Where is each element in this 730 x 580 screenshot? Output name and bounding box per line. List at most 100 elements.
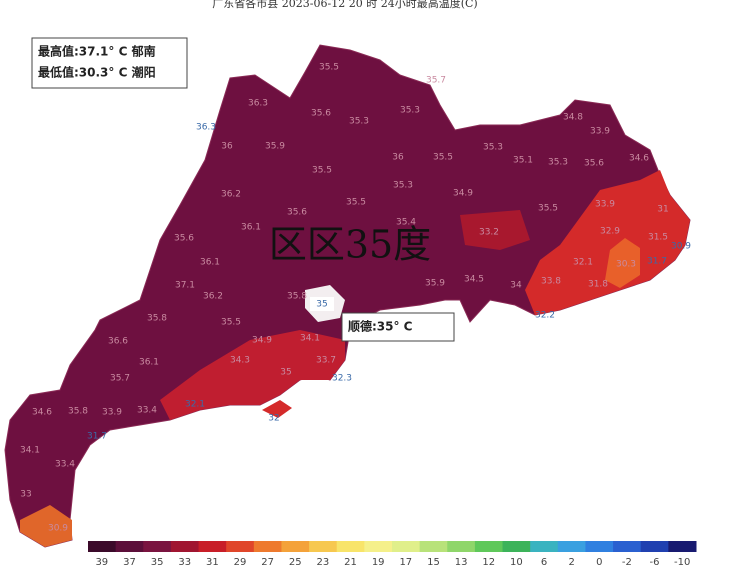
colorbar-swatch [198, 541, 227, 552]
station-value: 32.3 [332, 374, 352, 384]
annotation: 区区35度 [269, 223, 431, 267]
colorbar-swatch [613, 541, 642, 552]
station-value: 34.1 [300, 334, 320, 344]
colorbar-swatch [392, 541, 421, 552]
colorbar-label: 39 [95, 557, 108, 568]
station-value: 34.9 [252, 336, 272, 346]
station-value: 32.2 [535, 311, 555, 321]
station-value: 35.3 [393, 181, 413, 191]
colorbar-label: 27 [261, 557, 274, 568]
max-value: 最高值:37.1° C 郁南 [38, 44, 156, 59]
station-value: 33.4 [55, 460, 75, 470]
station-value: 34.9 [453, 189, 473, 199]
station-value: 34.6 [32, 408, 52, 418]
colorbar-label: 25 [289, 557, 302, 568]
colorbar-swatch [115, 541, 144, 552]
station-value: 33 [20, 490, 31, 500]
station-value: 35.5 [433, 153, 453, 163]
colorbar-label: 37 [123, 557, 136, 568]
station-value: 35.6 [584, 159, 604, 169]
station-value: 36.2 [221, 190, 241, 200]
station-value: 34.3 [230, 356, 250, 366]
colorbar-swatch [226, 541, 255, 552]
station-value: 32.1 [185, 400, 205, 410]
colorbar-label: -10 [674, 557, 690, 568]
colorbar-label: 35 [151, 557, 164, 568]
info-box [31, 37, 188, 89]
colorbar-label: 17 [399, 557, 412, 568]
station-value: 31.7 [647, 257, 667, 267]
station-value: 33.9 [102, 408, 122, 418]
colorbar-swatch [364, 541, 393, 552]
station-value: 35.7 [426, 76, 446, 86]
station-labels: 35.5 35.7 36.3 36.3 35.6 35.3 35.3 36 35.9 36 35.5… [20, 63, 691, 534]
station-value: 32.1 [573, 258, 593, 268]
station-value: 35.4 [396, 218, 416, 228]
station-value: 35.5 [312, 166, 332, 176]
station-value: 35.3 [349, 117, 369, 127]
colorbar-label: 15 [427, 557, 440, 568]
station-value: 34.8 [563, 113, 583, 123]
colorbar-swatch [309, 541, 338, 552]
colorbar-label: 2 [568, 557, 574, 568]
colorbar-label: 12 [482, 557, 495, 568]
callout-label: 顺德:35° C [348, 319, 413, 334]
colorbar-label: 10 [510, 557, 523, 568]
warm-zone-mid [460, 210, 530, 250]
station-value: 35.8 [287, 292, 307, 302]
colorbar-label: 19 [372, 557, 385, 568]
station-value: 35 [280, 368, 291, 378]
station-value: 33.7 [316, 356, 336, 366]
station-value: 33.9 [590, 127, 610, 137]
colorbar-label: 29 [234, 557, 247, 568]
station-value: 34.6 [629, 154, 649, 164]
colorbar-swatch [640, 541, 669, 552]
colorbar-swatch [557, 541, 586, 552]
colorbar-swatch [419, 541, 448, 552]
station-value: 32.9 [600, 227, 620, 237]
station-value: 35.5 [538, 204, 558, 214]
station-value: 35.3 [483, 143, 503, 153]
colorbar-label: 31 [206, 557, 219, 568]
station-value: 31.8 [588, 280, 608, 290]
colorbar-swatch [143, 541, 172, 552]
station-value: 36.1 [139, 358, 159, 368]
station-value: 36.1 [241, 223, 261, 233]
colorbar-swatch [585, 541, 614, 552]
station-value: 33.2 [479, 228, 499, 238]
callout-point-bg [310, 297, 334, 311]
colorbar-label: -2 [622, 557, 632, 568]
station-value: 31 [657, 205, 668, 215]
station-value: 35.6 [174, 234, 194, 244]
station-value: 35.5 [221, 318, 241, 328]
colorbar-swatch [336, 541, 365, 552]
station-value: 35.8 [147, 314, 167, 324]
colorbar-label: 21 [344, 557, 357, 568]
colorbar-swatch [170, 541, 200, 552]
station-value: 35.1 [513, 156, 533, 166]
min-value: 最低值:30.3° C 潮阳 [38, 65, 156, 80]
station-value: 36.3 [248, 99, 268, 109]
station-value: 35.8 [68, 407, 88, 417]
station-value: 30.9 [48, 524, 68, 534]
colorbar-label: 13 [455, 557, 468, 568]
station-value: 35.3 [548, 158, 568, 168]
station-value: 30.3 [616, 260, 636, 270]
station-value: 35.7 [110, 374, 130, 384]
warm-zone-east [525, 170, 690, 315]
station-value: 34.1 [20, 446, 40, 456]
station-value: 35.9 [265, 142, 285, 152]
warm-zone-south [160, 330, 345, 420]
island [262, 400, 292, 418]
station-value: 35.5 [319, 63, 339, 73]
title: 广东省各市县 2023-06-12 20 时 24小时最高温度(C) [212, 0, 477, 10]
colorbar-swatch [88, 541, 117, 552]
station-value: 36.6 [108, 337, 128, 347]
station-value: 35.5 [346, 198, 366, 208]
callout-point: 35 [316, 300, 327, 310]
station-value: 34.5 [464, 275, 484, 285]
station-value: 34 [510, 281, 522, 291]
colorbar-swatch [474, 541, 504, 552]
station-value: 35.6 [287, 208, 307, 218]
